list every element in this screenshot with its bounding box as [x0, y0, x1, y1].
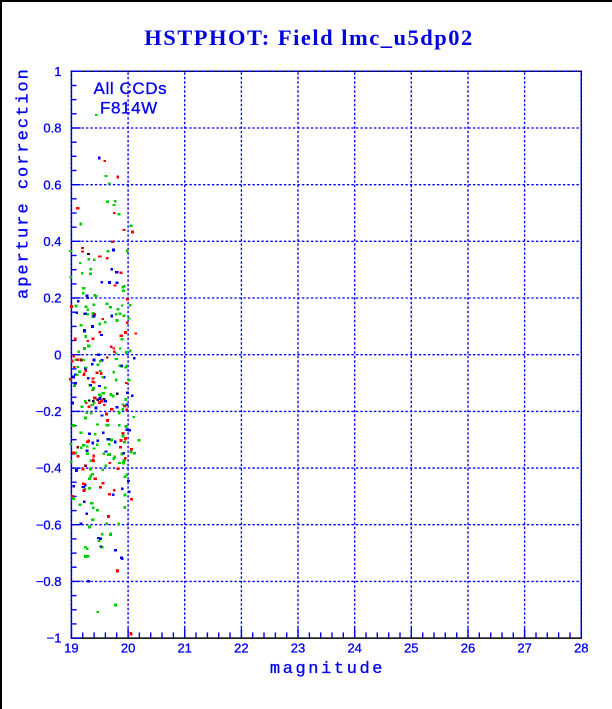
svg-text:−0.2: −0.2	[36, 404, 62, 419]
svg-text:19: 19	[64, 641, 78, 656]
svg-text:27: 27	[517, 641, 531, 656]
svg-text:22: 22	[234, 641, 248, 656]
svg-text:−0.6: −0.6	[36, 517, 62, 532]
svg-text:0: 0	[54, 347, 61, 362]
svg-text:26: 26	[461, 641, 475, 656]
svg-text:magnitude: magnitude	[270, 660, 385, 679]
svg-text:21: 21	[177, 641, 191, 656]
svg-text:0.8: 0.8	[43, 121, 61, 136]
svg-text:23: 23	[291, 641, 305, 656]
svg-text:0.4: 0.4	[43, 234, 61, 249]
svg-text:28: 28	[574, 641, 588, 656]
svg-text:−0.8: −0.8	[36, 574, 62, 589]
svg-text:All CCDs: All CCDs	[94, 79, 168, 98]
svg-text:−0.4: −0.4	[36, 461, 62, 476]
svg-text:24: 24	[347, 641, 361, 656]
svg-text:20: 20	[121, 641, 135, 656]
svg-text:0.6: 0.6	[43, 177, 61, 192]
svg-text:1: 1	[54, 64, 61, 79]
svg-text:aperture correction: aperture correction	[15, 67, 34, 299]
svg-text:F814W: F814W	[100, 98, 158, 117]
svg-text:−1: −1	[47, 631, 62, 646]
svg-text:0.2: 0.2	[43, 291, 61, 306]
svg-text:25: 25	[404, 641, 418, 656]
